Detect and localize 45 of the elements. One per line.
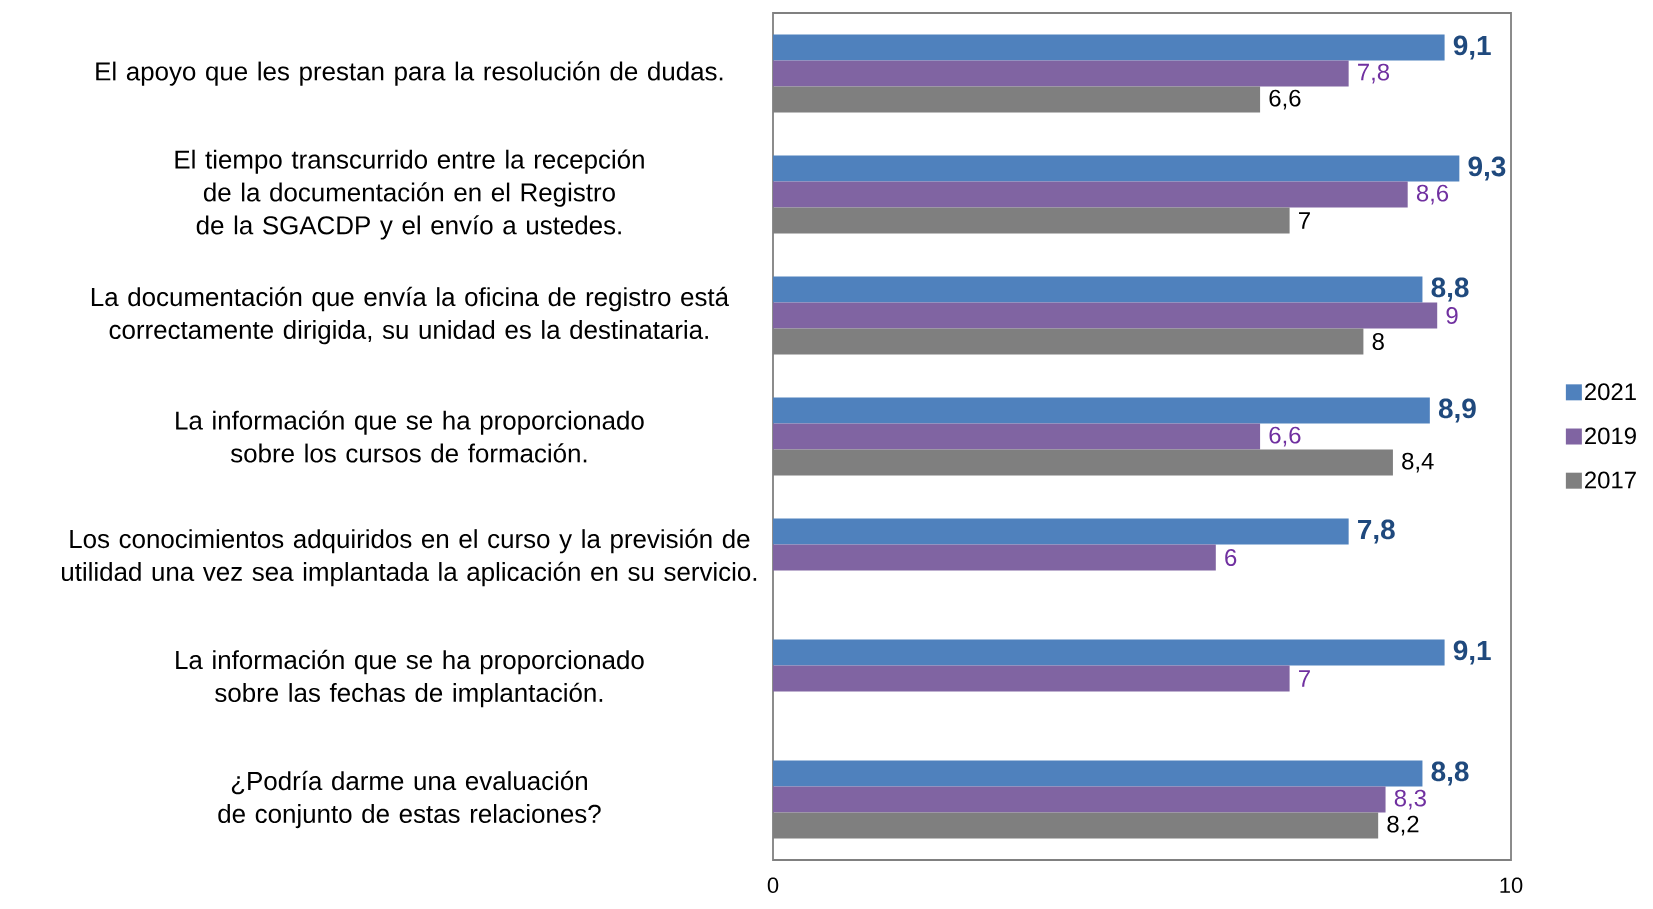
data-label: 6	[1225, 549, 1237, 566]
bar	[773, 639, 1445, 666]
bar	[773, 60, 1349, 87]
data-label: 8,9	[1438, 398, 1476, 423]
bar	[773, 276, 1423, 303]
bar	[773, 544, 1216, 571]
data-label: 8,8	[1431, 761, 1469, 786]
bar	[773, 34, 1445, 61]
y-tick-label: La información que se ha proporcionado sobre los cursos de formación.	[176, 410, 644, 463]
y-tick-label: Los conocimientos adquiridos en el curso y la previsión de utilidad una vez sea implantada la aplicación en su servicio.	[62, 528, 757, 587]
bar	[773, 181, 1408, 208]
data-label: 9,1	[1453, 35, 1491, 60]
bar	[773, 423, 1261, 450]
y-tick-label: La información que se ha proporcionado sobre las fechas de implantación.	[176, 649, 644, 708]
data-label: 7,8	[1358, 63, 1390, 84]
y-tick-label: ¿Podría darme una evaluación de conjunto de estas relaciones?	[218, 770, 601, 829]
data-label: 8	[1372, 333, 1384, 350]
y-tick-label: La documentación que envía la oficina de registro está correctamente dirigida, su unidad es la destinataria.	[91, 286, 730, 345]
data-label: 7	[1299, 670, 1310, 687]
data-label: 6,6	[1269, 89, 1301, 110]
bar	[773, 302, 1438, 329]
data-label: 7	[1299, 212, 1310, 229]
legend-label: 2021	[1585, 383, 1636, 401]
legend-label: 2017	[1585, 471, 1636, 489]
bar	[773, 665, 1290, 692]
y-tick-label: El apoyo que les prestan para la resolución de dudas.	[96, 61, 723, 86]
data-label: 8,8	[1431, 277, 1469, 302]
legend-label: 2019	[1585, 427, 1636, 445]
bar	[773, 760, 1423, 787]
data-label: 9,3	[1468, 156, 1506, 181]
data-label: 8,3	[1394, 789, 1426, 810]
data-label: 8,6	[1416, 184, 1449, 205]
y-tick-label: El tiempo transcurrido entre la recepción de la documentación en el Registro de la SGACDP y el envío a ustedes.	[175, 149, 644, 240]
data-label: 9,1	[1453, 640, 1491, 665]
data-label: 6,6	[1269, 426, 1301, 447]
bar	[773, 155, 1460, 182]
data-label: 8,2	[1387, 815, 1419, 836]
data-label: 9	[1446, 307, 1458, 324]
data-label: 8,4	[1402, 452, 1434, 473]
data-label: 7,8	[1358, 519, 1395, 544]
bar	[773, 786, 1386, 813]
bar	[773, 397, 1430, 424]
x-tick-label: 0	[767, 877, 779, 894]
bar	[773, 518, 1349, 545]
x-tick-label: 10	[1500, 877, 1523, 894]
